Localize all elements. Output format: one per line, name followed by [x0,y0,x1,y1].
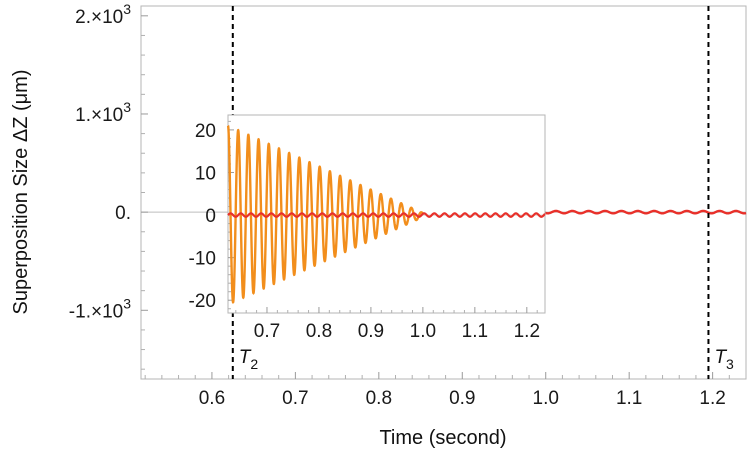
marker-label: T3 [714,347,734,372]
y-tick-label: 1.×103 [75,99,131,126]
inset-y-axis-ticks: 20 10 0 -10 -20 [189,120,234,312]
inset-x-axis-ticks: 0.7 0.8 0.9 1.0 1.1 1.2 [235,307,540,342]
x-tick-label: 1.0 [533,388,559,409]
inset-series-orange [226,125,424,304]
y-tick-label-base: -1.×10 [69,301,123,322]
y-tick-label: 2.×103 [75,1,131,28]
inset-y-tick-label: -20 [189,291,216,312]
marker-label-sub: 3 [726,356,734,372]
y-tick-label-exponent: 3 [123,99,131,115]
inset-x-tick-label: 0.7 [254,321,280,342]
marker-label-main: T [714,347,727,368]
inset-x-tick-label: 1.1 [462,321,488,342]
y-tick-label-exponent: 3 [123,1,131,17]
x-axis-title: Time (second) [379,427,506,449]
time-markers: T2 T3 [231,6,734,379]
inset-y-tick-label: -10 [189,249,216,270]
inset-x-tick-label: 1.0 [410,321,436,342]
inset-y-tick-label: 20 [195,121,216,142]
x-tick-label: 0.6 [199,388,225,409]
marker-label-sub: 2 [250,356,258,372]
y-tick-label: 0. [115,203,131,224]
y-tick-label: -1.×103 [69,295,131,322]
y-tick-label-base: 1.×10 [75,105,123,126]
inset-x-tick-label: 0.9 [358,321,384,342]
y-tick-label-base: 2.×10 [75,7,123,28]
inset-y-tick-label: 0 [205,206,216,227]
inset-series-red [227,212,546,218]
x-tick-label: 0.9 [449,388,475,409]
marker-label-main: T [239,347,252,368]
inset-y-tick-label: 10 [195,163,216,184]
y-axis-title: Superposition Size ΔZ (μm) [10,70,32,315]
y-tick-label-base: 0. [115,203,131,224]
x-axis-ticks: 0.6 0.7 0.8 0.9 1.0 1.1 1.2 [144,372,730,409]
inset-x-tick-label: 1.2 [514,321,540,342]
x-tick-label: 1.1 [616,388,642,409]
x-tick-label: 1.2 [699,388,725,409]
y-tick-label-exponent: 3 [123,295,131,311]
marker-label: T2 [239,347,259,372]
inset-x-tick-label: 0.8 [306,321,332,342]
x-tick-label: 0.8 [366,388,392,409]
inset-plot: 0.7 0.8 0.9 1.0 1.1 1.2 20 10 0 -10 -20 [189,114,546,342]
x-tick-label: 0.7 [282,388,308,409]
